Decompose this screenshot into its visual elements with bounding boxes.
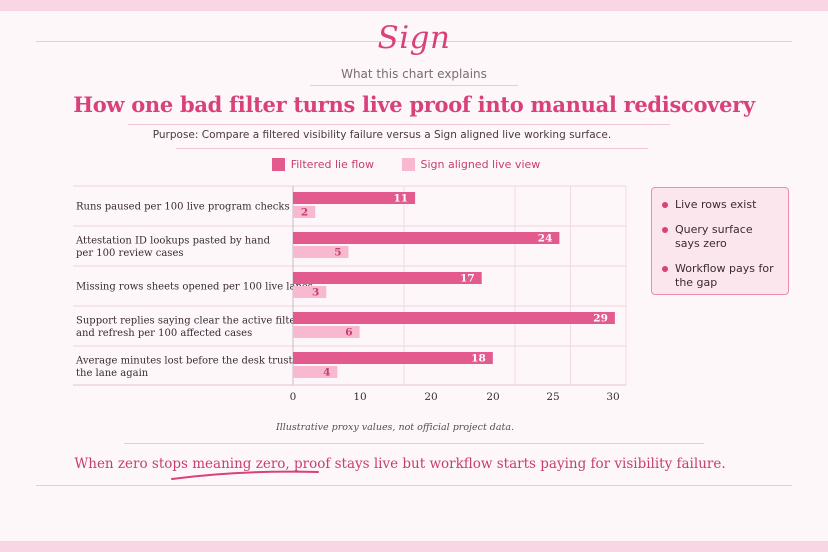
bar-value-label: 29 xyxy=(593,313,608,325)
legend-label-filtered: Filtered lie flow xyxy=(290,158,374,171)
category-label: and refresh per 100 affected cases xyxy=(76,328,252,339)
x-tick-label: 10 xyxy=(353,391,366,403)
title-rule xyxy=(128,124,670,125)
legend-item-filtered: Filtered lie flow xyxy=(271,158,374,171)
legend-label-aligned: Sign aligned live view xyxy=(420,158,541,171)
category-label: Runs paused per 100 live program checks xyxy=(76,202,290,213)
callout-item: Workflow pays for the gap xyxy=(662,262,780,290)
footer-message: When zero stops meaning zero, proof stay… xyxy=(74,456,726,472)
top-band xyxy=(0,0,828,11)
note-rule xyxy=(124,443,704,444)
callout-item: Query surface says zero xyxy=(662,223,780,251)
bar-aligned xyxy=(293,246,349,258)
bar-value-label: 24 xyxy=(538,233,553,245)
category-label: Support replies saying clear the active … xyxy=(76,315,300,326)
bar-aligned xyxy=(293,206,316,218)
bar-value-label: 11 xyxy=(393,193,408,205)
x-tick-label: 20 xyxy=(424,391,437,403)
bar-aligned xyxy=(293,326,360,338)
bar-value-label: 5 xyxy=(334,247,341,259)
x-tick-label: 20 xyxy=(486,391,499,403)
purpose-rule xyxy=(176,148,648,149)
footer-rule xyxy=(36,485,792,486)
bar-value-label: 17 xyxy=(460,273,475,285)
chart-legend: Filtered lie flow Sign aligned live view xyxy=(0,158,812,174)
bar-value-label: 3 xyxy=(312,287,319,299)
x-tick-label: 30 xyxy=(606,391,619,403)
callout-box: Live rows exist Query surface says zero … xyxy=(651,187,789,295)
eyebrow-text: What this chart explains xyxy=(341,67,487,81)
bar-value-label: 2 xyxy=(301,207,308,219)
bar-filtered xyxy=(293,312,615,324)
legend-item-aligned: Sign aligned live view xyxy=(401,158,541,171)
callout-item: Live rows exist xyxy=(662,198,780,212)
legend-swatch-filtered xyxy=(271,158,285,171)
eyebrow-rule xyxy=(310,85,518,86)
category-label: per 100 review cases xyxy=(76,248,184,259)
bottom-band xyxy=(0,541,828,552)
bar-value-label: 4 xyxy=(323,367,330,379)
category-label: the lane again xyxy=(76,368,149,379)
category-label: Average minutes lost before the desk tru… xyxy=(75,355,298,366)
brand-wordmark: Sign xyxy=(377,20,451,56)
x-tick-label: 0 xyxy=(290,391,297,403)
purpose-text: Purpose: Compare a filtered visibility f… xyxy=(152,129,612,141)
header-rule xyxy=(36,41,792,42)
bar-filtered xyxy=(293,192,416,204)
page-title: How one bad filter turns live proof into… xyxy=(73,92,755,117)
bar-value-label: 18 xyxy=(471,353,486,365)
bar-aligned xyxy=(293,366,338,378)
category-label: Missing rows sheets opened per 100 live … xyxy=(76,282,313,293)
bar-filtered xyxy=(293,352,493,364)
x-tick-label: 25 xyxy=(546,391,559,403)
bar-filtered xyxy=(293,272,482,284)
source-note: Illustrative proxy values, not official … xyxy=(275,422,515,433)
category-label: Attestation ID lookups pasted by hand xyxy=(75,235,271,246)
bar-filtered xyxy=(293,232,560,244)
bar-aligned xyxy=(293,286,327,298)
bar-value-label: 6 xyxy=(345,327,352,339)
legend-swatch-aligned xyxy=(401,158,415,171)
